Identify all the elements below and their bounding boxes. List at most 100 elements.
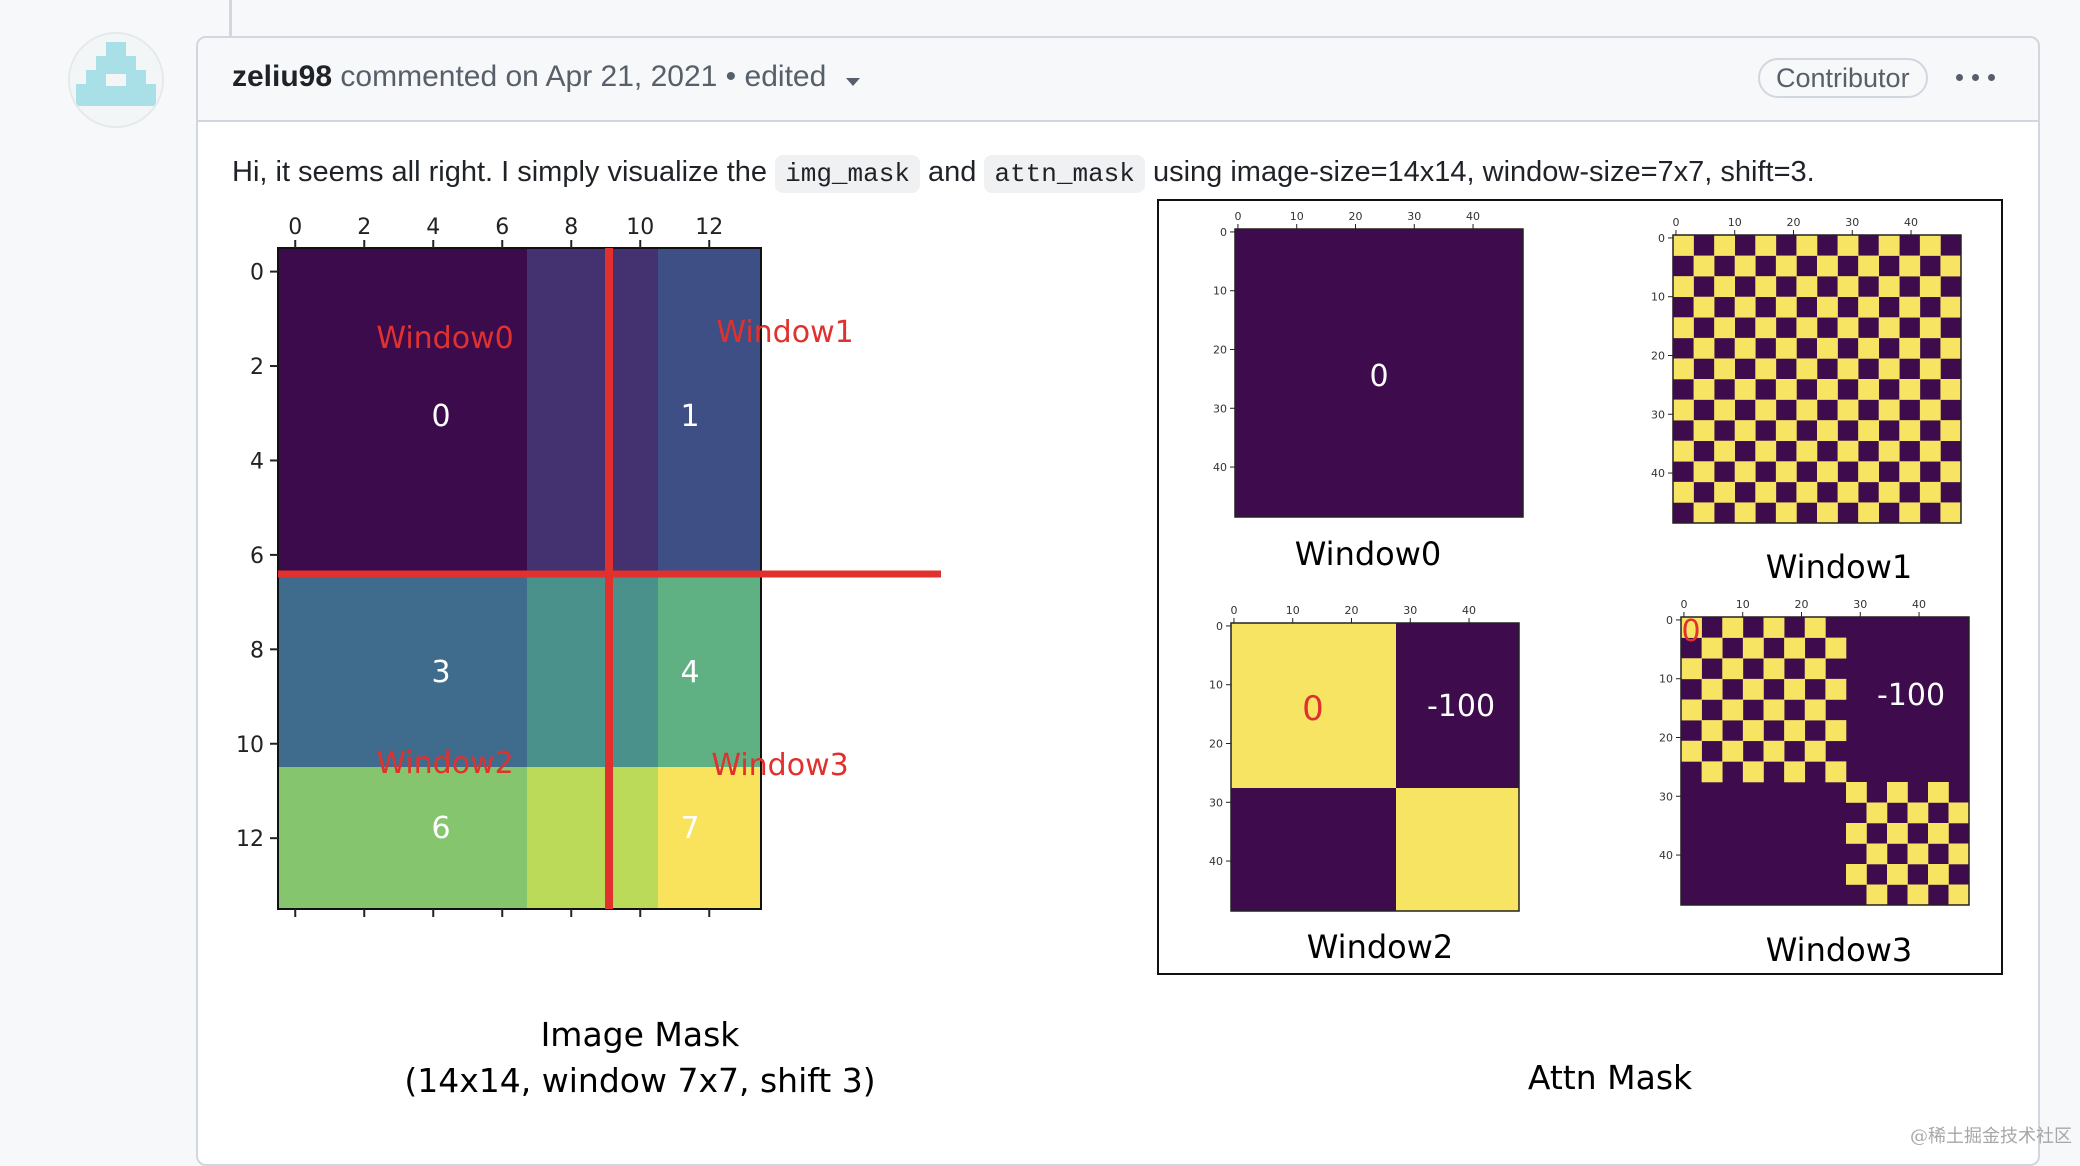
checker-cell: [1858, 337, 1880, 359]
checker-cell: [1878, 276, 1900, 298]
region-1: [527, 248, 658, 574]
checker-cell: [1734, 296, 1756, 318]
attn-x-tick-label: 10: [1728, 216, 1742, 229]
checker-cell: [1701, 637, 1723, 659]
checker-cell: [1858, 379, 1880, 400]
attn-y-tick-label: 20: [1213, 343, 1227, 356]
attn-y-tick-label: 0: [1666, 614, 1673, 627]
contributor-badge: Contributor: [1758, 58, 1928, 98]
attn-x-tick-label: 10: [1286, 604, 1300, 617]
attn-x-tick-label: 0: [1680, 598, 1687, 611]
attn-y-tick-label: 40: [1659, 849, 1673, 862]
body-text-suffix: using image-size=14x14, window-size=7x7,…: [1152, 156, 1815, 188]
region-value-8: 8: [852, 811, 871, 846]
checker-cell: [1714, 440, 1736, 462]
checker-cell: [1796, 358, 1818, 380]
checker-cell: [1734, 502, 1756, 524]
checker-cell: [1796, 440, 1818, 462]
attn-y-tick-label: 40: [1651, 467, 1665, 480]
checker-cell: [1940, 502, 1962, 524]
checker-cell: [1817, 379, 1838, 400]
checker-cell: [1817, 296, 1838, 318]
checker-cell: [1899, 420, 1921, 442]
checker-cell: [1714, 481, 1736, 503]
checker-cell: [1722, 699, 1744, 721]
checker-cell: [1940, 420, 1962, 442]
checker-cell: [1714, 317, 1736, 339]
checker-cell: [1817, 461, 1838, 483]
attn-y-tick-label: 20: [1659, 731, 1673, 744]
attn-x-tick-label: 40: [1466, 210, 1480, 223]
checker-cell: [1784, 720, 1806, 742]
checker-cell: [1928, 864, 1949, 885]
checker-cell: [1775, 337, 1797, 359]
attn-w0-value: 0: [1369, 359, 1388, 394]
comment-header: zeliu98 commented on Apr 21, 2021 • edit…: [198, 38, 2038, 122]
checker-cell: [1693, 296, 1715, 318]
edited-dropdown[interactable]: edited: [745, 60, 861, 93]
checker-cell: [1714, 399, 1736, 421]
checker-cell: [1734, 379, 1756, 400]
attn-y-tick-label: 40: [1213, 461, 1227, 474]
window-label-0: Window0: [376, 321, 513, 356]
checker-cell: [1866, 843, 1888, 865]
checker-cell: [1673, 358, 1694, 380]
watermark: @稀土掘金技术社区: [1910, 1126, 2072, 1147]
avatar[interactable]: [68, 32, 164, 128]
comment-action: commented on Apr 21, 2021: [340, 60, 718, 93]
checker-cell: [1948, 802, 1970, 824]
attn-x-tick-label: 0: [1234, 210, 1241, 223]
checker-cell: [1755, 317, 1777, 339]
checker-cell: [1693, 461, 1715, 483]
checker-cell: [1899, 379, 1921, 400]
checker-cell: [1742, 720, 1764, 742]
checker-cell: [1693, 502, 1715, 524]
attn-y-tick-label: 0: [1658, 232, 1665, 245]
attn-x-tick-label: 20: [1348, 210, 1362, 223]
region-value-5: 5: [852, 655, 871, 690]
y-tick-label: 10: [236, 733, 264, 758]
attn-x-tick-label: 0: [1230, 604, 1237, 617]
checker-cell: [1907, 802, 1929, 824]
checker-cell: [1899, 296, 1921, 318]
attn-w2-zero: 0: [1302, 689, 1324, 729]
checker-cell: [1940, 296, 1962, 318]
image-mask-frame: [277, 247, 762, 910]
checker-cell: [1755, 481, 1777, 503]
checker-cell: [1763, 740, 1785, 762]
region-5: [658, 574, 761, 767]
attn-w2-block-br: [1396, 788, 1519, 911]
attn-x-tick-label: 10: [1290, 210, 1304, 223]
region-value-7: 7: [680, 811, 699, 846]
attn-x-tick-label: 20: [1786, 216, 1800, 229]
checker-cell: [1804, 658, 1826, 680]
checker-cell: [1878, 399, 1900, 421]
region-7: [527, 767, 658, 909]
checker-cell: [1755, 235, 1777, 256]
checker-cell: [1701, 761, 1723, 783]
checker-cell: [1825, 761, 1847, 783]
kebab-menu-icon[interactable]: [1954, 60, 1998, 94]
checker-cell: [1878, 317, 1900, 339]
author-link[interactable]: zeliu98: [232, 60, 333, 93]
window-label-1: Window1: [716, 315, 853, 350]
comment-body: Hi, it seems all right. I simply visuali…: [232, 155, 1815, 193]
checker-cell: [1681, 699, 1702, 721]
checker-cell: [1763, 658, 1785, 680]
x-tick-label: 8: [564, 215, 578, 240]
attn-w0-fill: [1234, 228, 1524, 518]
y-tick-label: 2: [250, 355, 264, 380]
checker-cell: [1755, 358, 1777, 380]
checker-cell: [1775, 296, 1797, 318]
timeline-line: [229, 0, 232, 36]
checker-cell: [1714, 276, 1736, 298]
chevron-down-icon: [845, 61, 861, 95]
comment-meta: zeliu98 commented on Apr 21, 2021 • edit…: [232, 60, 861, 95]
checker-cell: [1837, 440, 1859, 462]
checker-cell: [1940, 255, 1962, 277]
checker-cell: [1755, 399, 1777, 421]
checker-cell: [1796, 317, 1818, 339]
checker-cell: [1673, 317, 1694, 339]
